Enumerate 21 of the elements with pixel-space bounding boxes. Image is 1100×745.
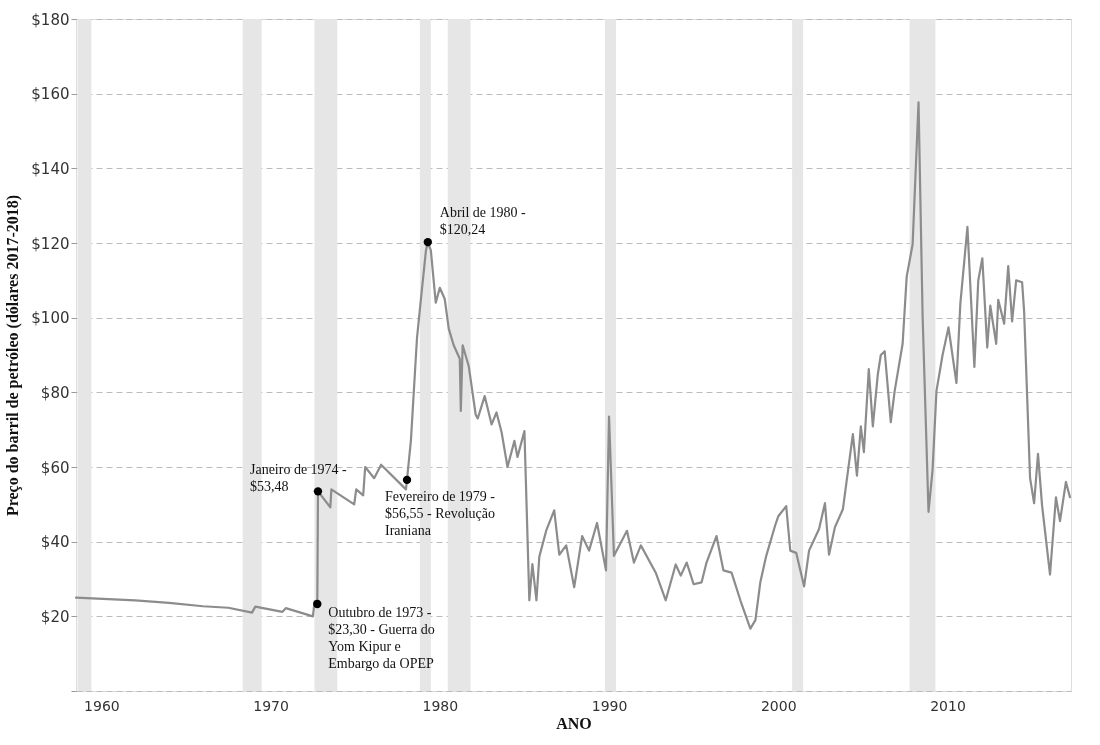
annotation: Janeiro de 1974 - $53,48 — [249, 462, 348, 495]
x-tick-label: 1970 — [253, 697, 289, 714]
y-tick-label: $140 — [31, 159, 70, 178]
y-tick-label: $20 — [40, 607, 70, 626]
x-tick-label: 2010 — [930, 697, 966, 714]
y-tick-label: $100 — [31, 309, 70, 328]
x-axis-title: ANO — [556, 714, 592, 732]
x-tick-label: 1990 — [591, 697, 628, 714]
y-tick-label: $80 — [40, 383, 70, 402]
annotation: Abril de 1980 - $120,24 — [439, 205, 527, 238]
y-axis-title: Preço do barril de petróleo (dólares 2017-2018) — [4, 194, 23, 517]
annotation: Outubro de 1973 - $23,30 - Guerra do Yom Kipur e Embargo da OPEP — [328, 605, 435, 672]
y-tick-label: $180 — [31, 10, 70, 29]
x-tick-label: 1960 — [84, 697, 120, 714]
y-tick-label: $60 — [40, 458, 70, 477]
x-tick-label: 1980 — [422, 697, 459, 714]
y-tick-label: $160 — [31, 85, 70, 104]
y-tick-label: $40 — [40, 533, 70, 552]
y-tick-label: $120 — [31, 234, 70, 253]
x-tick-label: 2000 — [760, 697, 797, 714]
annotation: Fevereiro de 1979 - $56,55 - Revolução Iraniana — [384, 488, 496, 538]
